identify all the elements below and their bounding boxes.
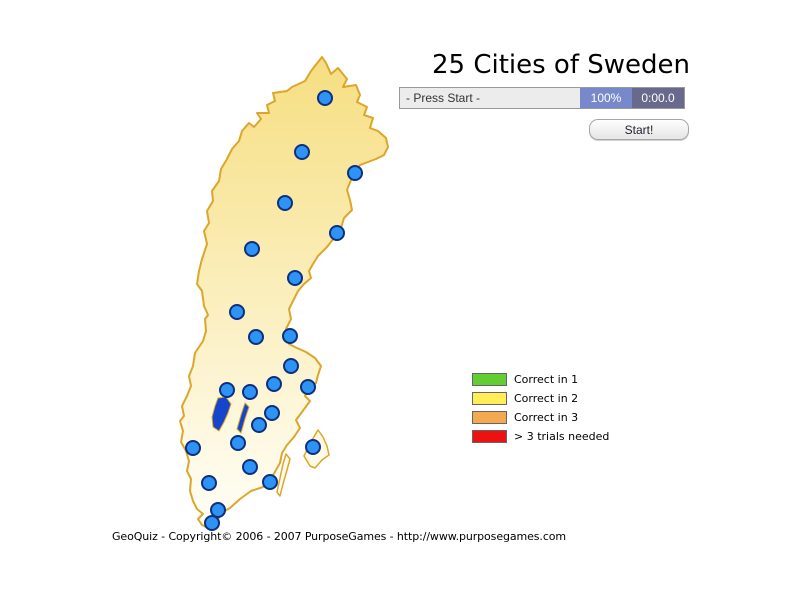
legend-label: Correct in 1: [514, 373, 579, 386]
legend-item: Correct in 1: [472, 370, 609, 389]
city-marker[interactable]: [266, 376, 282, 392]
start-button[interactable]: Start!: [589, 119, 689, 140]
city-marker[interactable]: [210, 502, 226, 518]
oland-island-shape: [276, 453, 291, 497]
city-marker[interactable]: [287, 270, 303, 286]
city-marker[interactable]: [317, 90, 333, 106]
timer-display: 0:00.0: [632, 88, 684, 108]
legend-item: Correct in 2: [472, 389, 609, 408]
city-marker[interactable]: [251, 417, 267, 433]
legend-item: > 3 trials needed: [472, 427, 609, 446]
city-marker[interactable]: [219, 382, 235, 398]
city-marker[interactable]: [294, 144, 310, 160]
city-marker[interactable]: [204, 515, 220, 531]
city-marker[interactable]: [242, 459, 258, 475]
city-marker[interactable]: [262, 474, 278, 490]
status-message: - Press Start -: [400, 88, 580, 108]
city-marker[interactable]: [201, 475, 217, 491]
city-marker[interactable]: [347, 165, 363, 181]
city-marker[interactable]: [277, 195, 293, 211]
legend-swatch: [472, 430, 507, 443]
percent-indicator: 100%: [580, 88, 632, 108]
city-marker[interactable]: [305, 439, 321, 455]
legend-label: Correct in 3: [514, 411, 579, 424]
lake-vanern-shape: [211, 396, 232, 432]
city-marker[interactable]: [282, 328, 298, 344]
city-marker[interactable]: [264, 405, 280, 421]
city-marker[interactable]: [329, 225, 345, 241]
status-bar: - Press Start - 100% 0:00.0: [399, 87, 685, 109]
city-marker[interactable]: [230, 435, 246, 451]
city-markers-group: [185, 90, 363, 531]
legend: Correct in 1 Correct in 2 Correct in 3 > 3 …: [472, 370, 609, 446]
city-marker[interactable]: [229, 304, 245, 320]
lake-vattern-shape: [236, 402, 250, 434]
city-marker[interactable]: [185, 440, 201, 456]
legend-label: > 3 trials needed: [514, 430, 610, 443]
footer-credit: GeoQuiz - Copyright© 2006 - 2007 Purpose…: [112, 530, 567, 543]
city-marker[interactable]: [242, 384, 258, 400]
page-title: 25 Cities of Sweden: [431, 50, 690, 80]
legend-swatch: [472, 392, 507, 405]
legend-swatch: [472, 411, 507, 424]
city-marker[interactable]: [248, 329, 264, 345]
legend-label: Correct in 2: [514, 392, 579, 405]
city-marker[interactable]: [244, 241, 260, 257]
city-marker[interactable]: [300, 379, 316, 395]
legend-item: Correct in 3: [472, 408, 609, 427]
legend-swatch: [472, 373, 507, 386]
city-marker[interactable]: [283, 358, 299, 374]
